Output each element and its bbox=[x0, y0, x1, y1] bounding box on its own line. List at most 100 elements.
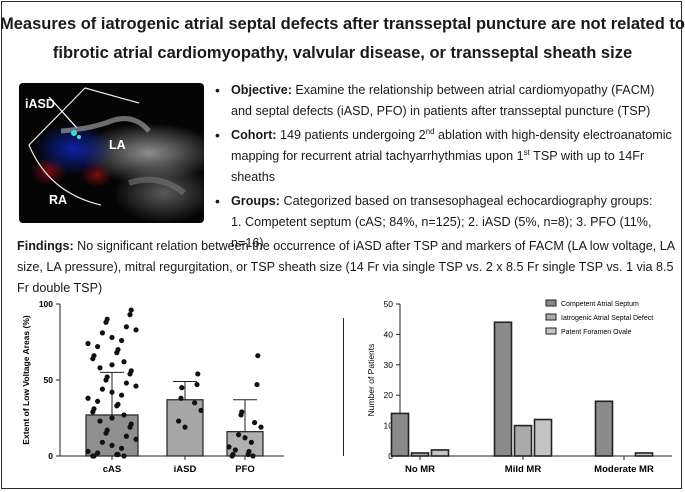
x-tick-label: cAS bbox=[103, 464, 121, 475]
bar-no-mr-series-1 bbox=[390, 412, 410, 457]
legend-label-2: Iatrogenic Atrial Septal Defect bbox=[561, 315, 653, 322]
legend-label-3: Patent Foramen Ovale bbox=[561, 329, 632, 336]
y-tick-label: 0 bbox=[48, 451, 53, 461]
chart-divider bbox=[343, 318, 344, 456]
data-point-pfo bbox=[226, 444, 232, 450]
legend-label-1: Competent Atrial Septum bbox=[561, 301, 639, 308]
legend-swatch-3 bbox=[545, 327, 557, 335]
title-line-2: fibrotic atrial cardiomyopathy, valvular… bbox=[52, 44, 633, 62]
y-axis-label: Extent of Low Voltage Areas (%) bbox=[21, 315, 31, 445]
data-point-cas bbox=[90, 453, 96, 459]
data-point-cas bbox=[114, 350, 120, 356]
data-point-pfo bbox=[245, 451, 251, 458]
data-point-iasd bbox=[182, 424, 188, 430]
data-point-cas bbox=[121, 412, 127, 418]
data-point-cas bbox=[85, 395, 91, 401]
data-point-cas bbox=[119, 445, 125, 451]
y-tick-label: 100 bbox=[39, 299, 53, 309]
data-point-iasd bbox=[192, 400, 198, 406]
legend-swatch-1 bbox=[545, 299, 557, 307]
title-line-1: Measures of iatrogenic atrial septal def… bbox=[0, 15, 685, 33]
cohort-text-1: 149 patients undergoing 2 bbox=[279, 128, 426, 142]
data-point-cas bbox=[123, 433, 129, 439]
y-tick-label: 30 bbox=[384, 360, 394, 370]
page-title: Measures of iatrogenic atrial septal def… bbox=[0, 10, 685, 68]
data-point-cas bbox=[85, 340, 91, 347]
data-point-cas bbox=[103, 430, 109, 436]
bar-no-mr-series-3 bbox=[430, 449, 450, 457]
cohort-lead: Cohort: bbox=[231, 128, 277, 142]
data-point-cas bbox=[97, 365, 103, 371]
data-point-iasd bbox=[194, 381, 200, 388]
data-point-cas bbox=[85, 448, 91, 455]
y-tick-label: 40 bbox=[384, 329, 394, 339]
data-point-cas bbox=[119, 392, 125, 398]
data-point-cas bbox=[103, 377, 109, 383]
data-point-pfo bbox=[242, 435, 248, 441]
data-point-pfo bbox=[258, 424, 264, 430]
data-point-cas bbox=[109, 362, 115, 368]
low-voltage-chart: 0 50 100 Extent of Low Voltage Areas (%) cAS… bbox=[21, 299, 284, 475]
groups-bullet: Groups: Categorized based on transesopha… bbox=[215, 191, 675, 254]
data-point-cas bbox=[133, 327, 139, 333]
bar-cas bbox=[85, 414, 139, 457]
data-point-iasd bbox=[178, 395, 184, 401]
y-tick-label: 50 bbox=[384, 299, 394, 309]
data-point-cas bbox=[121, 453, 127, 459]
y-tick-label: 10 bbox=[384, 421, 394, 431]
data-point-cas bbox=[109, 389, 115, 395]
bar-moderate-mr-series-1 bbox=[594, 400, 614, 457]
y-tick-label: 20 bbox=[384, 390, 394, 400]
data-point-cas bbox=[114, 451, 120, 458]
bar-moderate-mr-series-3 bbox=[634, 452, 654, 457]
findings-paragraph: Findings: No significant relation betwee… bbox=[17, 236, 677, 299]
data-point-cas bbox=[90, 356, 96, 362]
summary-bullets: Objective: Examine the relationship betw… bbox=[215, 80, 675, 257]
data-point-cas bbox=[121, 359, 127, 365]
data-point-cas bbox=[97, 418, 103, 424]
data-point-cas bbox=[127, 424, 133, 430]
cohort-sup-1: nd bbox=[425, 126, 435, 136]
bar-mild-mr-series-1 bbox=[493, 321, 513, 457]
data-point-pfo bbox=[238, 412, 244, 418]
bar-mild-mr-series-3 bbox=[533, 418, 553, 457]
data-point-cas bbox=[127, 312, 133, 318]
data-point-cas bbox=[109, 334, 115, 341]
data-point-cas bbox=[123, 380, 129, 386]
data-point-pfo bbox=[254, 381, 260, 388]
y-axis-label: Number of Patients bbox=[366, 344, 376, 417]
data-point-cas bbox=[95, 450, 101, 456]
data-point-cas bbox=[133, 383, 139, 389]
data-point-pfo bbox=[232, 447, 238, 453]
legend-swatch-2 bbox=[545, 313, 557, 321]
data-point-cas bbox=[109, 415, 115, 421]
data-point-cas bbox=[119, 337, 125, 344]
objective-bullet: Objective: Examine the relationship betw… bbox=[215, 80, 675, 122]
data-point-cas bbox=[99, 330, 105, 336]
data-point-cas bbox=[99, 439, 105, 445]
data-point-pfo bbox=[229, 453, 235, 459]
data-point-pfo bbox=[248, 439, 254, 445]
data-point-iasd bbox=[179, 385, 185, 391]
echo-sector-outline bbox=[28, 87, 186, 206]
cohort-text-3: TSP with up to 14Fr sheaths bbox=[231, 149, 645, 184]
x-tick-label: iASD bbox=[174, 464, 197, 475]
data-point-cas bbox=[123, 324, 129, 330]
data-point-pfo bbox=[236, 432, 242, 438]
data-point-cas bbox=[114, 403, 120, 409]
data-point-iasd bbox=[195, 371, 201, 377]
data-point-cas bbox=[127, 371, 133, 377]
cohort-sup-2: st bbox=[523, 147, 530, 157]
groups-text: Categorized based on transesophageal ech… bbox=[283, 194, 653, 208]
groups-line-2: 1. Competent septum (cAS; 84%, n=125); 2… bbox=[231, 215, 652, 250]
data-point-iasd bbox=[176, 418, 182, 424]
ra-label: RA bbox=[49, 193, 68, 207]
cohort-text-2: ablation with high-density electroanatom… bbox=[231, 128, 672, 163]
x-tick-label: Moderate MR bbox=[594, 464, 654, 475]
data-point-cas bbox=[90, 409, 96, 415]
bar-no-mr-series-2 bbox=[410, 452, 430, 457]
objective-text: Examine the relationship between atrial … bbox=[231, 83, 655, 118]
groups-lead: Groups: bbox=[231, 194, 280, 208]
